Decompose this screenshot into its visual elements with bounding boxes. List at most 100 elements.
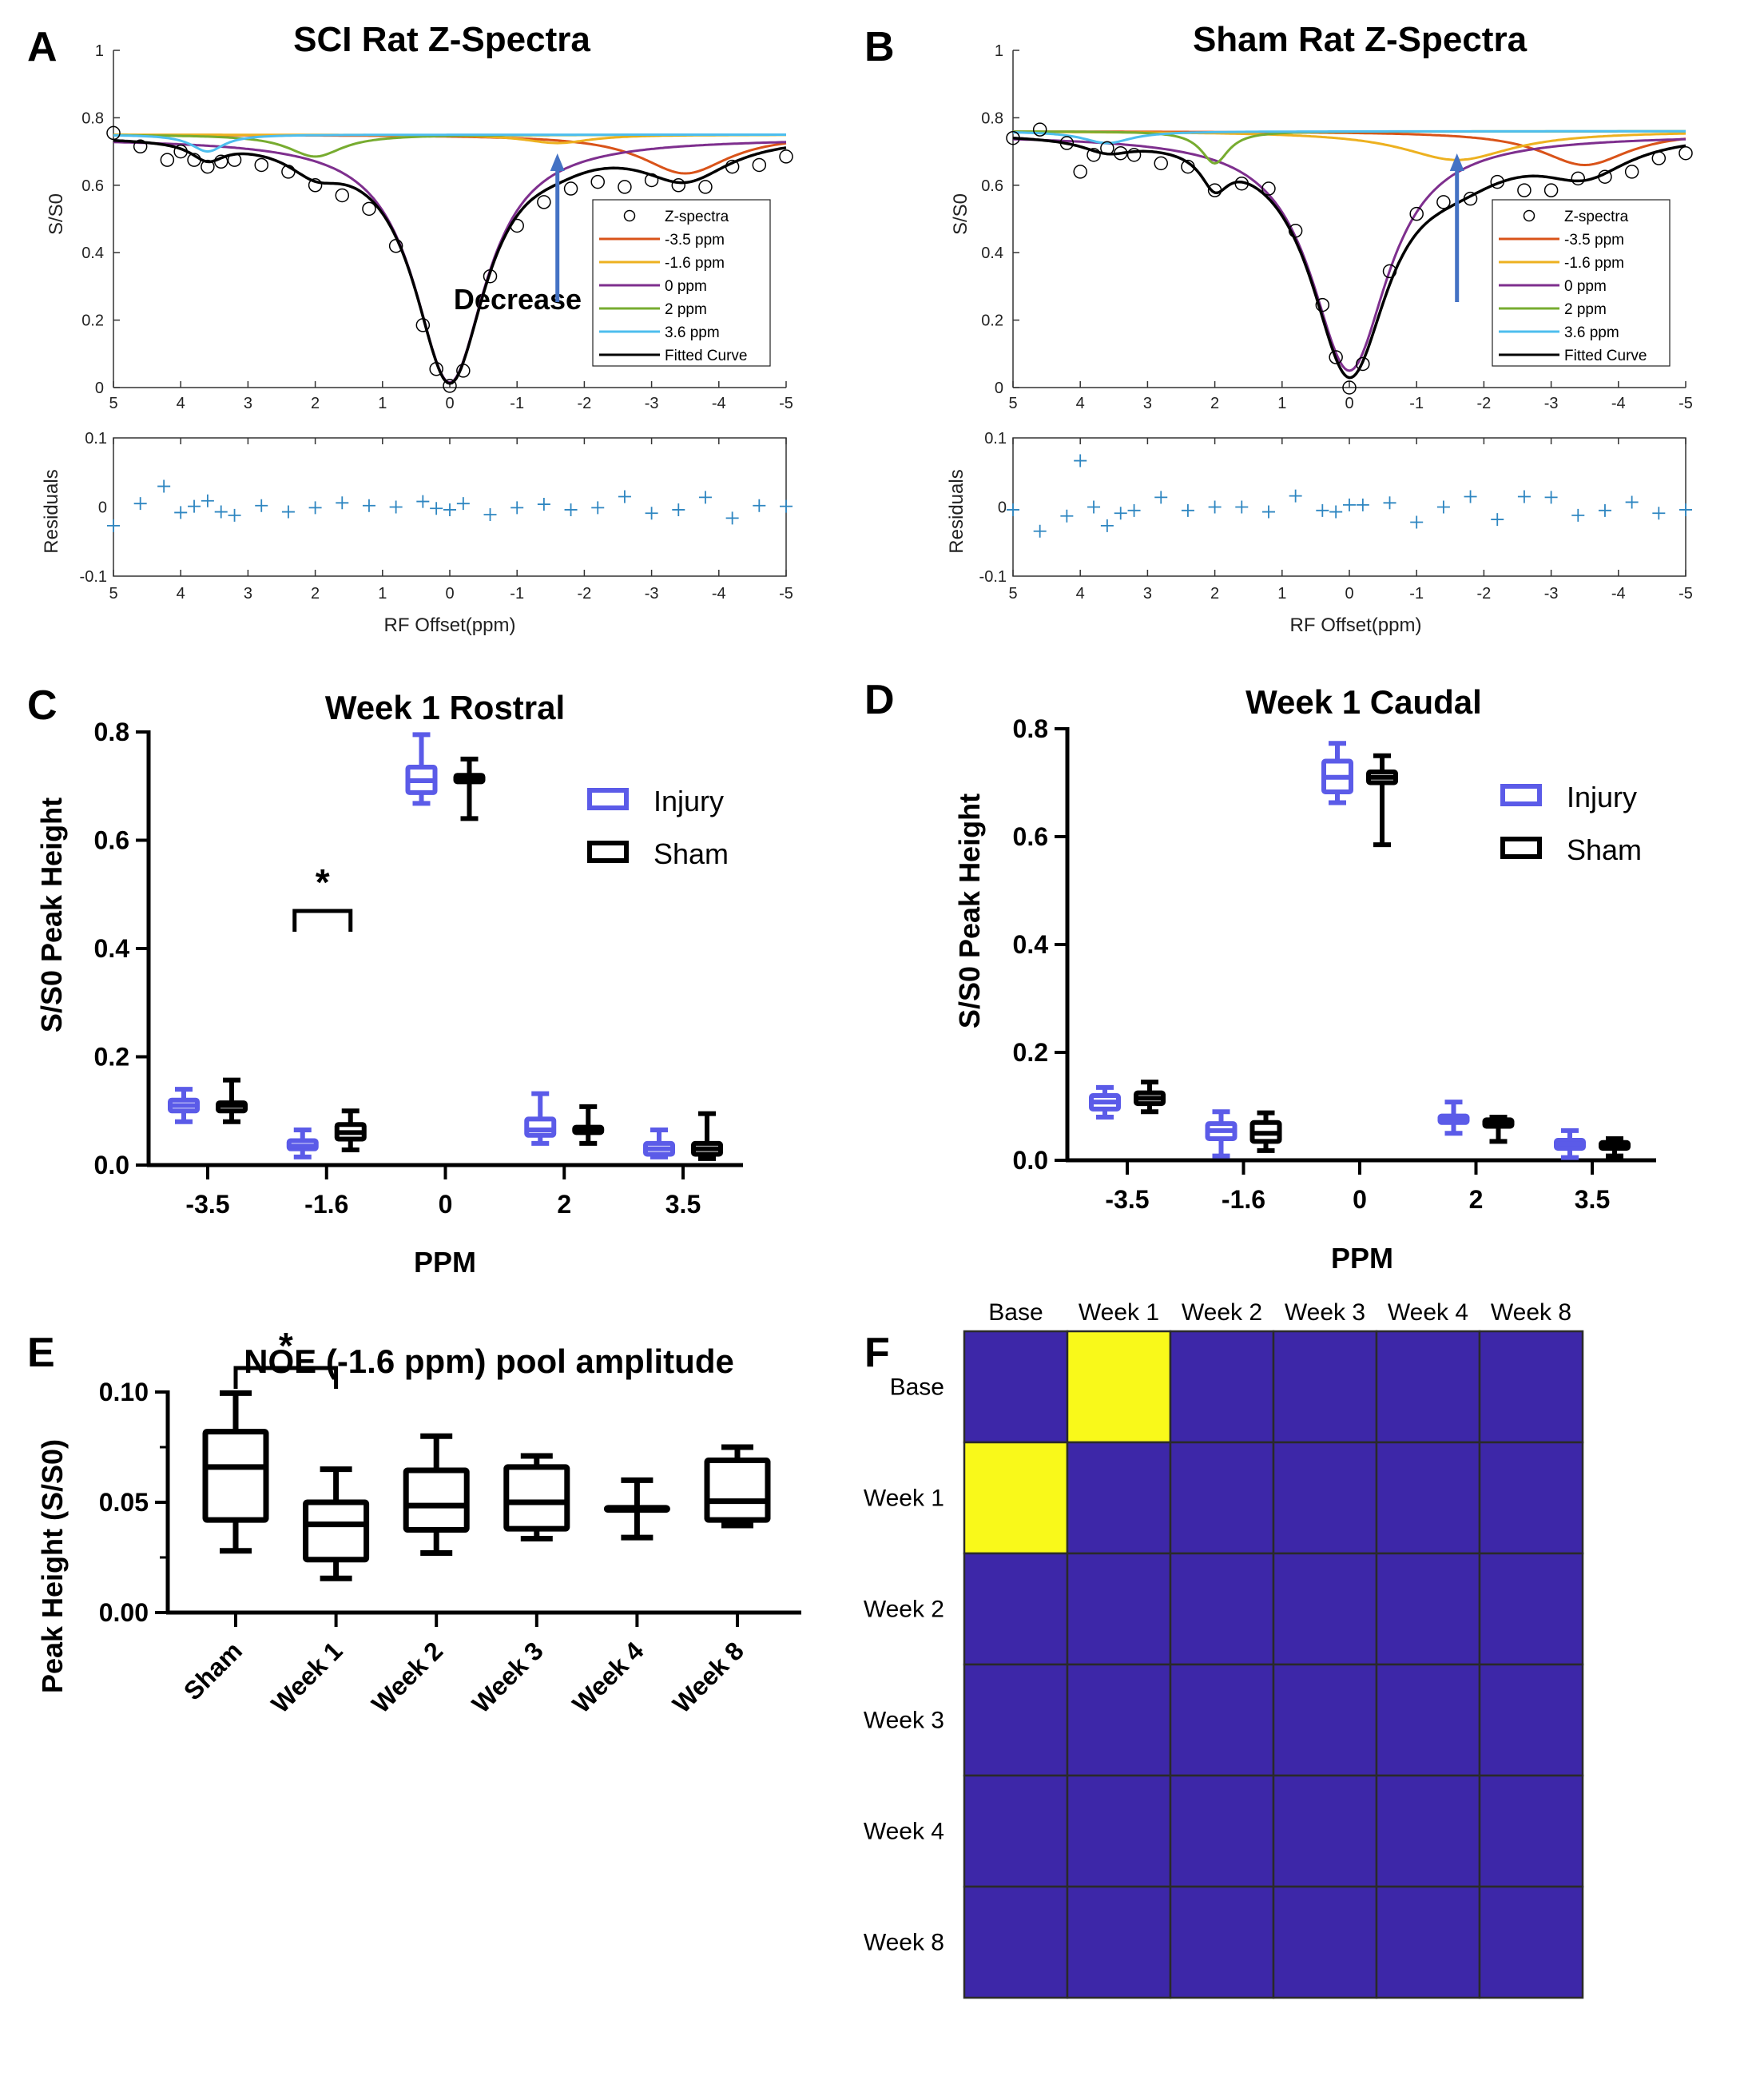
z-spectra-point — [1517, 183, 1532, 197]
y-tick-label: 0.8 — [81, 109, 104, 127]
legend-label: -3.5 ppm — [1564, 232, 1624, 249]
residual-point — [1491, 513, 1504, 527]
x-tick-label: -1.6 — [304, 1190, 348, 1219]
x-tick-label: 1 — [378, 395, 387, 412]
box-sham-0 — [1366, 753, 1398, 848]
box-sham-3.5 — [691, 1111, 723, 1161]
residual-point — [564, 503, 578, 516]
residual-point — [362, 499, 375, 512]
legend-swatch-sham — [1500, 837, 1542, 859]
residual-point — [591, 501, 605, 515]
heatmap-cell-r5-c0 — [963, 1885, 1069, 1999]
heatmap-cell-r1-c1 — [1066, 1441, 1172, 1555]
heatmap-cell-r4-c4 — [1375, 1774, 1481, 1888]
panel-b-ylabel: S/S0 — [950, 193, 971, 235]
panel-a-residuals-ylabel: Residuals — [41, 469, 62, 553]
z-spectra-point — [1073, 165, 1087, 179]
z-spectra-point — [362, 201, 376, 217]
heatmap-col-label: Base — [988, 1299, 1043, 1326]
y-tick-label: 0 — [995, 380, 1003, 397]
residual-point — [255, 499, 268, 512]
box-injury-0 — [1321, 741, 1353, 805]
y-tick-label: 0.2 — [94, 1043, 129, 1072]
legend-label: -1.6 ppm — [665, 255, 725, 272]
residual-point — [174, 506, 188, 519]
heatmap-col-label: Week 8 — [1491, 1299, 1571, 1326]
y-tick-label: 0.6 — [1013, 822, 1048, 851]
heatmap-cell-r0-c2 — [1169, 1330, 1275, 1444]
residuals-x-tick-label: 2 — [1210, 585, 1219, 603]
z-spectra-point — [1543, 183, 1559, 197]
residual-point — [1356, 498, 1369, 511]
heatmap-cell-r1-c3 — [1272, 1441, 1378, 1555]
heatmap-row-label: Week 1 — [864, 1486, 944, 1512]
residuals-y-tick-label: 0 — [98, 499, 107, 517]
heatmap-col-label: Week 2 — [1182, 1299, 1262, 1326]
residual-point — [1544, 491, 1558, 504]
residual-point — [672, 503, 685, 516]
legend-label: -1.6 ppm — [1564, 255, 1624, 272]
heatmap-cell-r5-c3 — [1272, 1885, 1378, 1999]
z-spectra-point — [1154, 156, 1168, 171]
box-noe-week1 — [303, 1466, 370, 1581]
heatmap-row-label: Week 8 — [864, 1930, 944, 1956]
residual-point — [1625, 495, 1639, 509]
legend-label: Z-spectra — [1564, 209, 1629, 225]
residual-point — [1571, 508, 1585, 522]
z-spectra-point — [388, 239, 403, 253]
heatmap-row-label: Week 2 — [864, 1597, 944, 1623]
y-tick-label: 0.0 — [1013, 1146, 1048, 1175]
z-spectra-point — [1113, 145, 1128, 161]
heatmap-cell-r4-c5 — [1478, 1774, 1584, 1888]
x-tick-label: -1.6 — [1222, 1185, 1265, 1214]
legend-label: -3.5 ppm — [665, 232, 725, 249]
heatmap-cell-r1-c5 — [1478, 1441, 1584, 1555]
heatmap-cell-r5-c2 — [1169, 1885, 1275, 1999]
legend-swatch-sham — [587, 841, 629, 863]
z-spectra-point — [429, 362, 443, 376]
panel-d-title: Week 1 Caudal — [1245, 683, 1482, 721]
heatmap-cell-r2-c1 — [1066, 1552, 1172, 1666]
panel-letter-e: E — [27, 1330, 55, 1376]
significance-star: * — [316, 861, 330, 903]
significance-star: * — [279, 1325, 293, 1366]
residual-point — [1087, 500, 1101, 514]
box-iqr — [202, 1429, 269, 1523]
panel-c-title: Week 1 Rostral — [325, 689, 565, 726]
x-tick-label: -3 — [1544, 395, 1559, 412]
heatmap-row-label: Week 3 — [864, 1708, 944, 1734]
x-tick-label: 4 — [177, 395, 185, 412]
legend-label: Fitted Curve — [665, 348, 747, 364]
residual-point — [1329, 505, 1343, 519]
residual-point — [443, 503, 456, 516]
z-spectra-point — [752, 157, 767, 173]
legend-label-injury: Injury — [1567, 781, 1637, 813]
heatmap-cell-r2-c5 — [1478, 1552, 1584, 1666]
z-spectra-point — [133, 139, 148, 154]
residual-point — [336, 496, 349, 510]
heatmap-cell-r3-c3 — [1272, 1663, 1378, 1777]
z-spectra-point — [456, 364, 471, 378]
box-iqr — [403, 1467, 470, 1533]
box-injury--3.5 — [168, 1087, 200, 1124]
fitted-curve — [1012, 137, 1686, 380]
y-tick-label: 0.6 — [981, 177, 1003, 195]
x-tick-label: Week 3 — [467, 1636, 549, 1718]
panel-e-noe-amplitude: NOE (-1.6 ppm) pool amplitude Peak Heigh… — [36, 1325, 801, 1719]
heatmap-col-label: Week 3 — [1285, 1299, 1365, 1326]
panel-letter-d: D — [864, 677, 895, 723]
x-tick-label: Sham — [178, 1636, 248, 1705]
z-spectra-point — [563, 181, 578, 196]
x-tick-label: Week 2 — [366, 1636, 448, 1718]
heatmap-cell-r4-c2 — [1169, 1774, 1275, 1888]
z-spectra-point — [779, 149, 793, 164]
y-tick-label: 1 — [95, 42, 104, 60]
residuals-x-tick-label: 4 — [177, 585, 185, 603]
panel-b-title: Sham Rat Z-Spectra — [1193, 20, 1528, 59]
box-sham-2 — [1482, 1115, 1515, 1144]
panel-b-xlabel: RF Offset(ppm) — [1290, 614, 1422, 636]
residual-point — [188, 499, 201, 513]
z-spectra-point — [1679, 145, 1693, 161]
z-spectra-point — [201, 159, 215, 174]
